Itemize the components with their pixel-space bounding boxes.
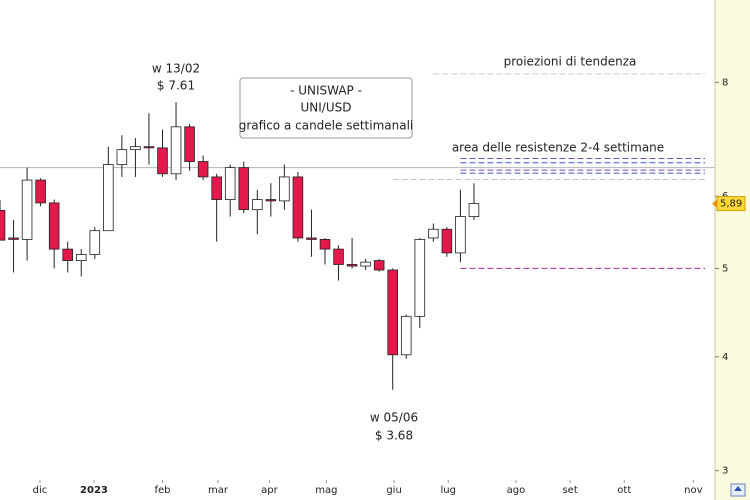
x-tick-label: mag: [315, 485, 337, 496]
candle-body: [130, 146, 141, 151]
candle-body: [197, 161, 209, 178]
x-tick-label: giu: [386, 485, 401, 496]
candle-body: [35, 179, 46, 204]
scroll-icon-arrow: [734, 486, 742, 491]
y-tick-label: 8: [722, 77, 728, 88]
x-tick-label: mar: [208, 485, 229, 496]
candle-body: [170, 126, 182, 175]
candle-body: [238, 167, 250, 211]
candle-body: [75, 254, 87, 261]
candle-body: [211, 176, 222, 200]
candle-body: [306, 237, 317, 240]
candle-body: [157, 147, 168, 175]
candle-body: [0, 209, 6, 241]
candle-body: [8, 237, 19, 240]
y-axis-panel: [715, 0, 750, 500]
candle-body: [224, 167, 236, 200]
title-line: UNI/USD: [301, 101, 352, 115]
candle-body: [21, 179, 33, 240]
candle-body: [414, 239, 426, 317]
candle-body: [116, 149, 128, 165]
candle-body: [103, 164, 114, 232]
x-tick-label: dic: [33, 485, 48, 496]
x-tick-label: lug: [440, 485, 455, 496]
candle-body: [252, 199, 263, 211]
candle-body: [441, 228, 453, 254]
candle-body: [400, 315, 412, 356]
x-tick-label: nov: [684, 485, 702, 496]
candle-body: [468, 203, 480, 217]
candle-body: [48, 202, 60, 250]
x-tick-label: feb: [154, 485, 170, 496]
y-tick-label: 3: [722, 466, 728, 477]
annotation: $ 3.68: [375, 429, 413, 443]
annotation: w 05/06: [370, 411, 418, 425]
title-line: grafico a candele settimanali: [239, 119, 414, 133]
x-tick-label: set: [562, 485, 577, 496]
annotation: $ 7.61: [157, 79, 195, 93]
candle-body: [292, 176, 304, 239]
annotation: area delle resistenze 2-4 settimane: [452, 141, 664, 155]
x-tick-label: ago: [507, 485, 526, 496]
candle-body: [143, 146, 155, 149]
candle-body: [387, 269, 398, 356]
x-tick-label: 2023: [80, 485, 108, 496]
candle-body: [455, 216, 466, 254]
candle-body: [184, 126, 195, 162]
x-tick-label: apr: [261, 485, 278, 496]
annotation: w 13/02: [152, 62, 200, 76]
x-tick-label: ott: [617, 485, 631, 496]
candle-body: [89, 230, 101, 255]
candle-body: [346, 264, 358, 267]
y-tick-label: 5: [722, 263, 728, 274]
title-line: - UNISWAP -: [290, 84, 362, 98]
candle-body: [373, 260, 385, 271]
title-box: [239, 77, 413, 139]
candle-body: [62, 248, 73, 261]
candle-body: [333, 248, 344, 265]
last-price-pointer: [712, 199, 717, 208]
candle-body: [279, 176, 290, 202]
candle-body: [360, 261, 371, 267]
candle-body: [319, 239, 331, 250]
annotation: proiezioni di tendenza: [504, 55, 637, 69]
candle-body: [265, 199, 277, 202]
last-price-label: 5,89: [720, 199, 742, 210]
candle-body: [428, 228, 439, 239]
y-tick-label: 4: [722, 352, 728, 363]
